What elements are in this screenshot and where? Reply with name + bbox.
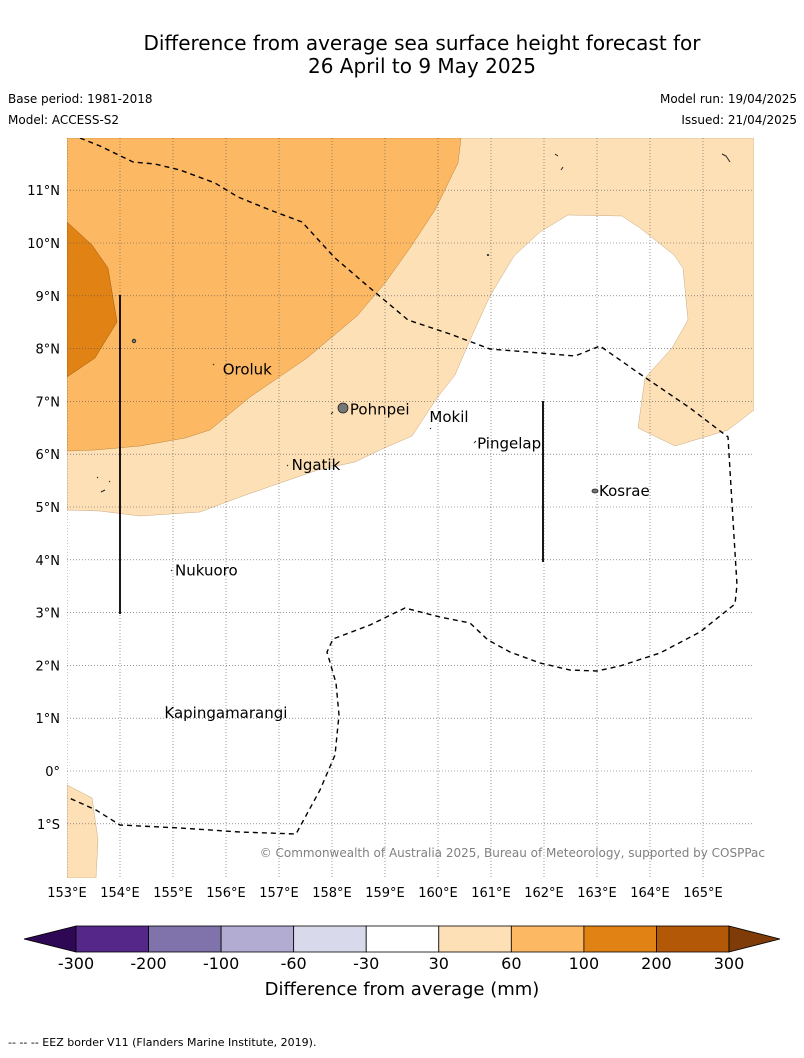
model-label: Model: ACCESS-S2	[8, 113, 120, 127]
place-label-oroluk: Oroluk	[223, 361, 272, 379]
colorbar-segment	[293, 925, 367, 953]
colorbar-tick-label: 100	[569, 954, 600, 973]
lat-tick-label: 9°N	[36, 290, 61, 305]
colorbar-tick-label: 30	[429, 954, 449, 973]
place-label-kapingamarangi: Kapingamarangi	[164, 704, 287, 722]
lat-tick-label: 2°N	[36, 659, 61, 674]
place-labels: Oroluk Pohnpei Mokil Pingelap Ngatik Kosrae Nu…	[164, 361, 649, 722]
lon-tick-label: 153°E	[47, 886, 87, 901]
place-label-nukuoro: Nukuoro	[175, 561, 238, 579]
eez-border-footnote: -- -- -- EEZ border V11 (Flanders Marine…	[8, 1036, 317, 1049]
place-label-ngatik: Ngatik	[292, 456, 341, 474]
anomaly-100-200-region	[67, 221, 118, 378]
colorbar-segment	[75, 925, 149, 953]
lat-tick-label: 11°N	[27, 184, 60, 199]
lat-tick-label: 10°N	[27, 237, 60, 252]
lon-tick-label: 156°E	[206, 886, 246, 901]
colorbar-tick-label: -300	[58, 954, 94, 973]
place-label-pohnpei: Pohnpei	[350, 400, 410, 418]
colorbar-segment	[583, 925, 657, 953]
colorbar-tick-label: -100	[203, 954, 239, 973]
lat-tick-label: 8°N	[36, 343, 61, 358]
longitude-axis: 153°E 154°E 155°E 156°E 157°E 158°E 159°E 160°E…	[47, 886, 723, 901]
map-area	[67, 138, 754, 878]
colorbar-tick-label: -30	[353, 954, 379, 973]
colorbar-tick-label: 300	[714, 954, 745, 973]
lat-tick-label: 1°N	[36, 712, 61, 727]
colorbar-segment	[220, 925, 295, 953]
small-island	[131, 338, 137, 344]
colorbar-segment	[148, 925, 222, 953]
lon-tick-label: 157°E	[259, 886, 299, 901]
lon-tick-label: 155°E	[153, 886, 193, 901]
colorbar-title: Difference from average (mm)	[265, 979, 540, 1000]
map-title-line1: Difference from average sea surface heig…	[143, 31, 701, 55]
colorbar-segment	[510, 925, 585, 953]
colorbar-tick-label: 200	[641, 954, 672, 973]
lon-tick-label: 154°E	[100, 886, 140, 901]
model-run-label: Model run: 19/04/2025	[659, 92, 797, 106]
lon-tick-label: 159°E	[365, 886, 405, 901]
lat-tick-label: 4°N	[36, 554, 61, 569]
issued-label: Issued: 21/04/2025	[681, 113, 797, 127]
place-label-pingelap: Pingelap	[477, 435, 541, 453]
islets	[96, 153, 731, 708]
anomaly-30-60-region-south	[67, 784, 99, 878]
map-title: Difference from average sea surface heig…	[0, 32, 804, 78]
colorbar-tick-label: -60	[281, 954, 307, 973]
colorbar-segment	[438, 925, 512, 953]
anomaly-60-100-region	[67, 138, 462, 452]
colorbar-tick-label: -200	[130, 954, 166, 973]
colorbar-segments	[23, 925, 781, 953]
lon-tick-label: 158°E	[312, 886, 352, 901]
place-label-mokil: Mokil	[429, 408, 468, 426]
lat-tick-label: 3°N	[36, 607, 61, 622]
graticule	[67, 138, 754, 878]
lat-tick-label: 6°N	[36, 448, 61, 463]
lat-tick-label: 1°S	[37, 818, 60, 833]
place-label-kosrae: Kosrae	[599, 482, 650, 500]
lat-tick-label: 7°N	[36, 395, 61, 410]
lon-tick-label: 162°E	[524, 886, 564, 901]
base-period-label: Base period: 1981-2018	[8, 92, 153, 106]
colorbar-tick-label: 60	[501, 954, 521, 973]
colorbar-segment	[365, 925, 440, 953]
lon-tick-label: 164°E	[630, 886, 670, 901]
kosrae-island	[591, 488, 599, 494]
pohnpei-island	[337, 402, 349, 414]
colorbar-segment	[656, 925, 730, 953]
lon-tick-label: 163°E	[577, 886, 617, 901]
lon-tick-label: 160°E	[418, 886, 458, 901]
colorbar-extend-low	[23, 925, 77, 953]
lon-tick-label: 161°E	[471, 886, 511, 901]
lat-tick-label: 5°N	[36, 501, 61, 516]
latitude-axis: 11°N 10°N 9°N 8°N 7°N 6°N 5°N 4°N 3°N 2°N 1°N 0° 1°S	[27, 184, 60, 833]
map-title-line2: 26 April to 9 May 2025	[308, 54, 536, 78]
eez-border	[67, 138, 738, 835]
small-island	[486, 253, 490, 256]
island-markers	[96, 153, 731, 708]
lat-tick-label: 0°	[45, 765, 60, 780]
lon-tick-label: 165°E	[683, 886, 723, 901]
colorbar-extend-high	[728, 925, 781, 953]
colorbar-ticks: -300 -200 -100 -60 -30 30 60 100 200 300	[58, 954, 744, 973]
copyright-note: © Commonwealth of Australia 2025, Bureau…	[260, 846, 765, 860]
